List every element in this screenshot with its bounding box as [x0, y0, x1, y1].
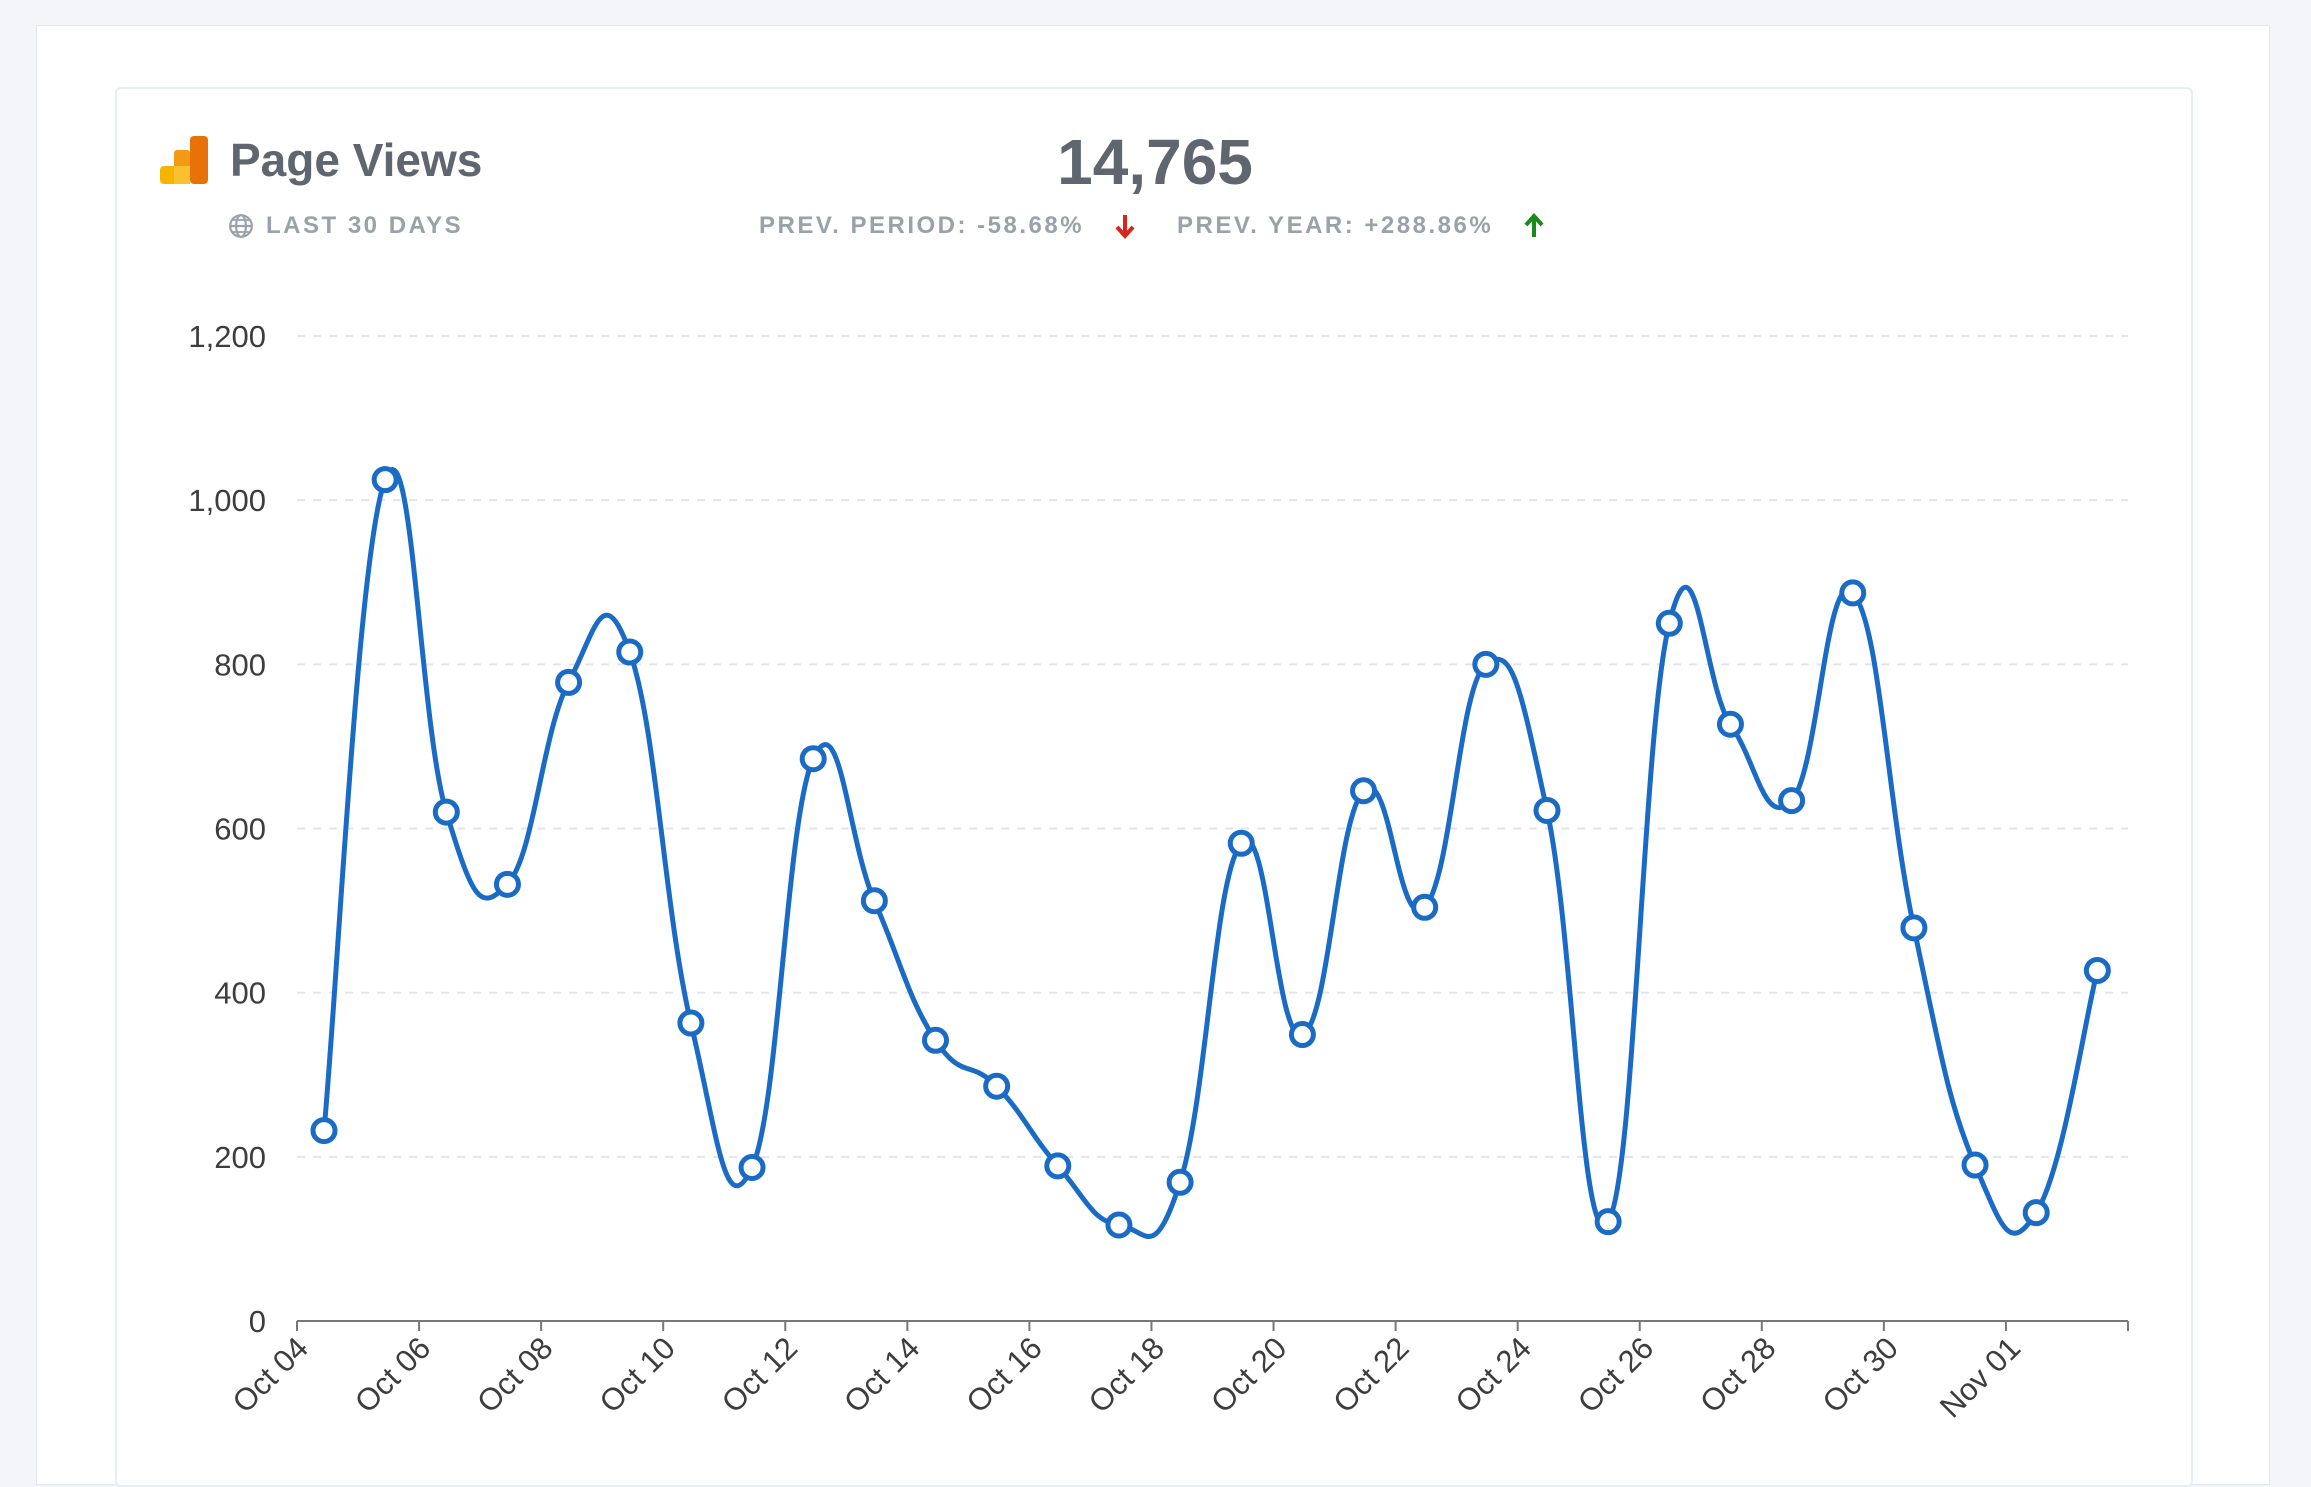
card-header: Page Views [160, 130, 482, 190]
total-page-views: 14,765 [1057, 126, 1253, 198]
data-point [860, 887, 888, 915]
x-tick-label: Oct 24 [1449, 1330, 1538, 1419]
data-point [2083, 957, 2111, 985]
arrow-down-icon [1115, 215, 1135, 239]
page-views-card [115, 87, 2193, 1487]
data-point [1044, 1152, 1072, 1180]
data-point [616, 638, 644, 666]
data-point [1900, 914, 1928, 942]
data-point [799, 745, 827, 773]
period-text: LAST 30 DAYS [266, 212, 464, 239]
data-point [1778, 787, 1806, 815]
card-title: Page Views [230, 134, 483, 186]
data-point [2022, 1199, 2050, 1227]
y-tick-label: 200 [214, 1140, 266, 1175]
arrow-up-icon [1524, 213, 1544, 237]
x-tick-label: Oct 20 [1204, 1330, 1293, 1419]
x-tick-label: Oct 04 [226, 1330, 315, 1419]
data-point [1227, 829, 1255, 857]
y-tick-label: 600 [214, 812, 266, 847]
data-point [1411, 893, 1439, 921]
data-point [922, 1026, 949, 1054]
period-label: LAST 30 DAYS [228, 212, 463, 240]
data-point [1166, 1168, 1194, 1196]
prev-year-text: PREV. YEAR: +288.86% [1177, 212, 1494, 239]
data-point [555, 668, 583, 696]
prev-period-text: PREV. PERIOD: -58.68% [759, 212, 1085, 239]
data-point [1288, 1021, 1316, 1049]
x-tick-label: Nov 01 [1933, 1330, 2027, 1424]
y-tick-label: 400 [214, 976, 266, 1011]
data-point [1961, 1151, 1989, 1179]
x-tick-label: Oct 10 [593, 1330, 682, 1419]
x-tick-label: Oct 18 [1082, 1330, 1171, 1419]
data-point [1105, 1211, 1133, 1239]
x-tick-label: Oct 06 [348, 1330, 437, 1419]
data-point [1594, 1208, 1622, 1236]
y-tick-label: 0 [249, 1304, 266, 1339]
data-point [310, 1117, 338, 1145]
data-point [371, 466, 399, 494]
data-point [1533, 796, 1561, 824]
y-tick-label: 800 [214, 647, 266, 682]
x-tick-label: Oct 12 [715, 1330, 804, 1419]
x-tick-label: Oct 28 [1693, 1330, 1782, 1419]
prev-period-comparison: PREV. PERIOD: -58.68% [759, 212, 1136, 240]
analytics-logo-icon [160, 136, 208, 184]
data-point [1655, 609, 1683, 637]
globe-icon [229, 214, 253, 238]
y-tick-label: 1,000 [188, 483, 266, 518]
x-tick-label: Oct 26 [1571, 1330, 1660, 1419]
data-point [1350, 777, 1378, 805]
x-tick-label: Oct 22 [1326, 1330, 1415, 1419]
data-point [738, 1154, 766, 1182]
data-point [677, 1009, 705, 1037]
data-point [1716, 710, 1744, 738]
series-line [321, 467, 2100, 1239]
y-tick-label: 1,200 [188, 319, 266, 354]
x-tick-label: Oct 08 [470, 1330, 559, 1419]
prev-year-comparison: PREV. YEAR: +288.86% [1177, 212, 1545, 240]
data-point [1472, 650, 1500, 678]
x-tick-label: Oct 16 [959, 1330, 1048, 1419]
data-point [1839, 579, 1867, 607]
x-tick-label: Oct 14 [837, 1330, 926, 1419]
x-tick-label: Oct 30 [1816, 1330, 1905, 1419]
data-point [432, 798, 460, 826]
data-point [983, 1072, 1011, 1100]
data-point [493, 870, 521, 898]
